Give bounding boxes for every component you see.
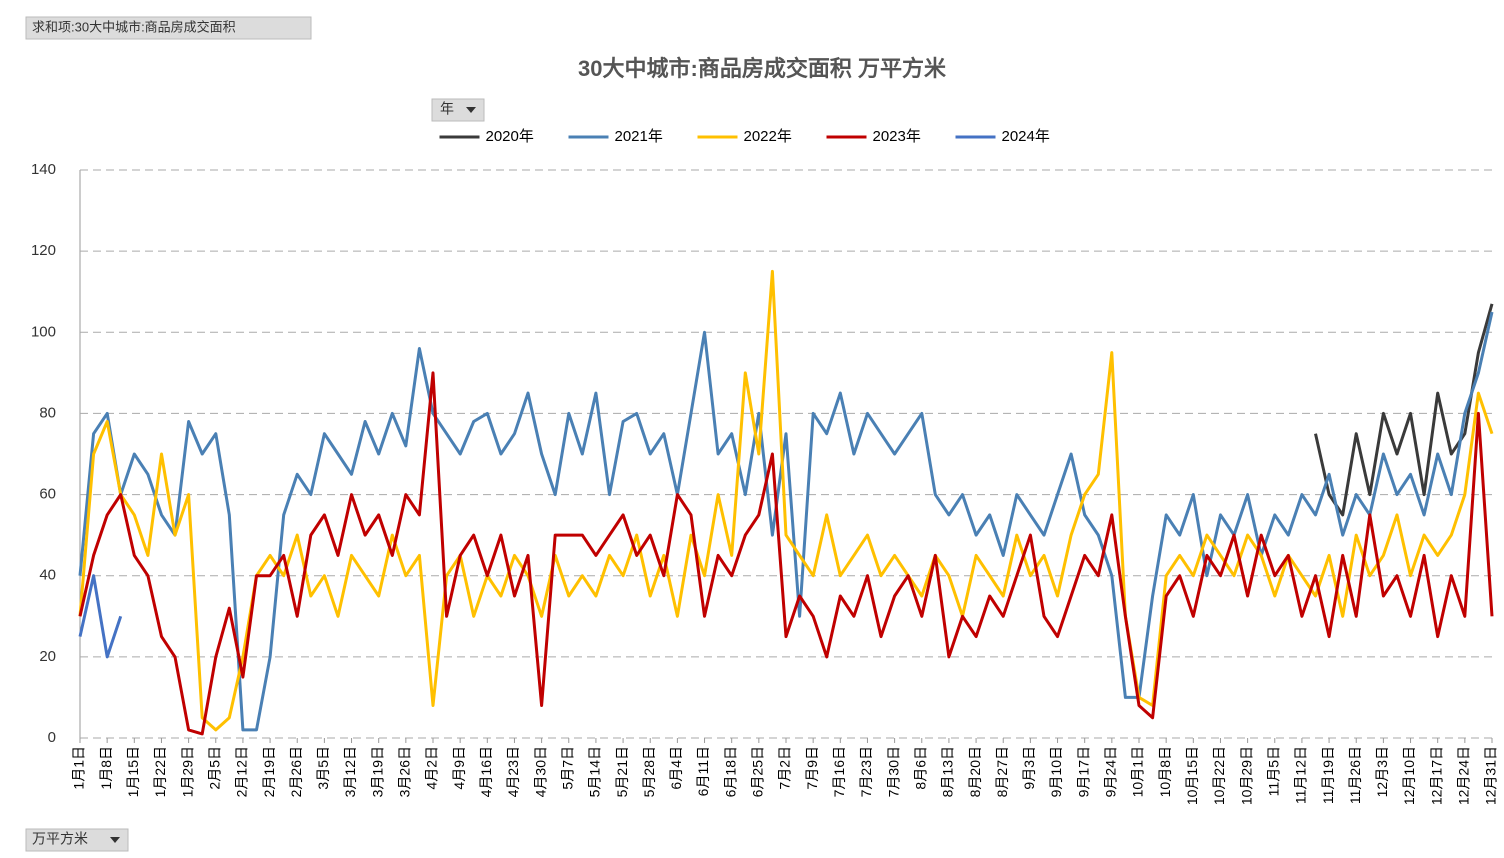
x-tick-label: 6月11日 [695,746,711,796]
series-line [78,574,123,659]
x-tick-label: 1月1日 [71,746,87,790]
dropdown-arrow [466,107,476,113]
x-tick-label: 11月5日 [1265,746,1281,796]
x-tick-label: 6月18日 [722,746,738,797]
x-tick-label: 5月28日 [641,746,657,797]
y-tick-label: 60 [39,486,56,503]
filter-button[interactable] [431,98,485,122]
y-tick-label: 20 [39,648,56,665]
x-tick-label: 1月29日 [179,746,195,797]
x-tick-label: 10月1日 [1130,746,1146,797]
field-tag [25,16,312,40]
series-line [78,311,1494,732]
y-tick-label: 100 [31,323,56,340]
y-tick-label: 80 [39,404,56,421]
x-tick-label: 7月23日 [858,746,874,797]
x-tick-label: 3月5日 [315,746,331,790]
x-tick-label: 8月6日 [912,746,928,790]
x-tick-label: 2月12日 [234,746,250,797]
x-tick-label: 1月22日 [152,746,168,797]
x-tick-label: 4月9日 [451,746,467,790]
series-line [1314,303,1494,517]
x-tick-label: 8月20日 [967,746,983,797]
legend-label: 2020年 [486,128,534,145]
x-tick-label: 3月12日 [342,746,358,797]
x-tick-label: 4月30日 [532,746,548,797]
x-tick-label: 12月10日 [1401,746,1417,805]
x-tick-label: 9月24日 [1103,746,1119,797]
x-tick-label: 9月10日 [1048,746,1064,797]
y-tick-label: 140 [31,161,56,178]
unit-button[interactable] [25,828,129,852]
x-tick-label: 7月9日 [804,746,820,790]
x-tick-label: 6月25日 [750,746,766,797]
y-tick-label: 40 [39,567,56,584]
x-tick-label: 12月17日 [1428,746,1444,805]
y-tick-label: 0 [48,729,56,746]
x-tick-label: 10月29日 [1238,746,1254,805]
x-tick-label: 9月17日 [1075,746,1091,797]
x-tick-label: 9月3日 [1021,746,1037,790]
x-tick-label: 2月5日 [206,746,222,790]
x-tick-label: 11月26日 [1347,746,1363,804]
x-tick-label: 4月16日 [478,746,494,797]
x-tick-label: 12月24日 [1456,746,1472,805]
x-tick-label: 8月27日 [994,746,1010,797]
x-tick-label: 2月19日 [261,746,277,797]
x-tick-label: 1月15日 [125,746,141,797]
unit-button-text[interactable]: 万平方米 [32,831,88,847]
dropdown-arrow [110,837,120,843]
x-tick-label: 10月15日 [1184,746,1200,805]
x-tick-label: 8月13日 [940,746,956,797]
x-tick-label: 7月16日 [831,746,847,797]
x-tick-label: 2月26日 [288,746,304,797]
x-tick-label: 4月23日 [505,746,521,797]
x-tick-label: 7月30日 [885,746,901,797]
x-tick-label: 4月2日 [424,746,440,790]
x-tick-label: 5月14日 [587,746,603,797]
x-tick-label: 10月22日 [1211,746,1227,805]
x-tick-label: 3月19日 [369,746,385,797]
x-tick-label: 5月7日 [559,746,575,790]
legend-label: 2024年 [1002,128,1050,145]
chart-title: 30大中城市:商品房成交面积 万平方米 [578,56,947,81]
x-tick-label: 12月31日 [1483,746,1499,805]
legend-label: 2021年 [615,128,663,145]
x-tick-label: 3月26日 [397,746,413,797]
x-tick-label: 7月2日 [777,746,793,790]
series-line [78,371,1494,736]
filter-button-text[interactable]: 年 [440,101,454,117]
x-tick-label: 11月19日 [1320,746,1336,804]
x-tick-label: 10月8日 [1157,746,1173,797]
x-tick-label: 1月8日 [98,746,114,790]
legend-label: 2022年 [744,128,792,145]
x-tick-label: 11月12日 [1293,746,1309,804]
legend-label: 2023年 [873,128,921,145]
x-tick-label: 5月21日 [614,746,630,797]
x-tick-label: 6月4日 [668,746,684,790]
x-tick-label: 12月3日 [1374,746,1390,797]
field-tag-text: 求和项:30大中城市:商品房成交面积 [32,19,236,34]
y-tick-label: 120 [31,242,56,259]
